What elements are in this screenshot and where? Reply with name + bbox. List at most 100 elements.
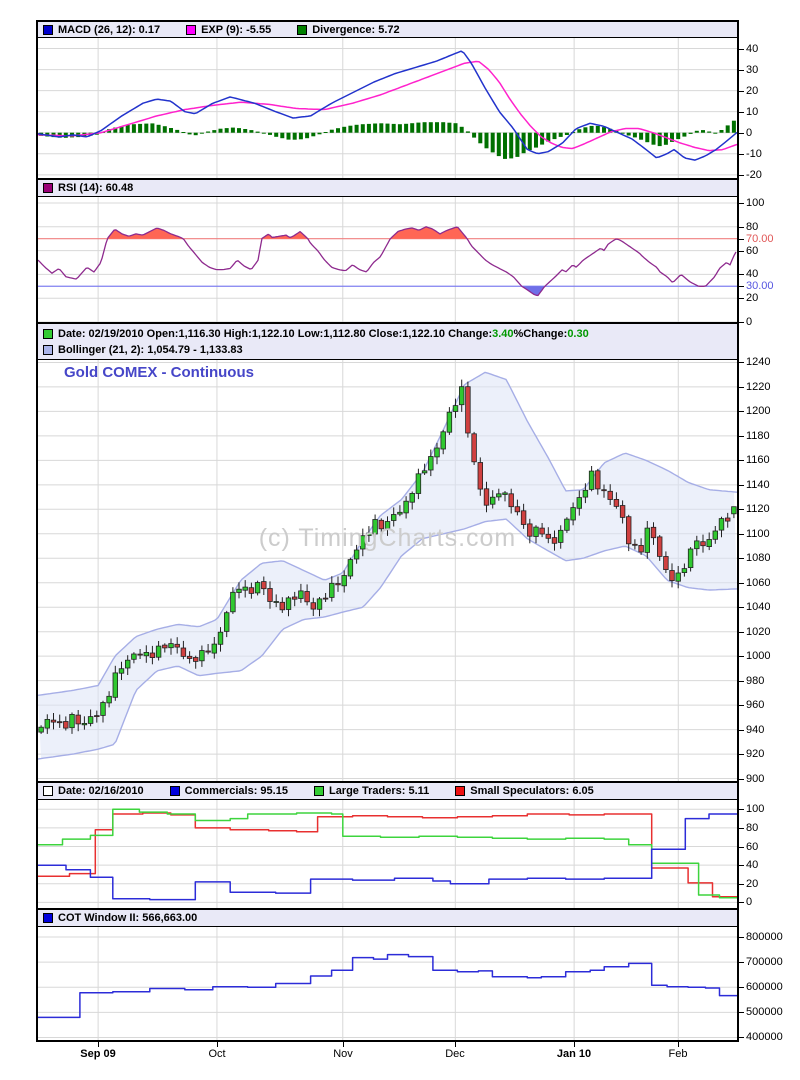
cot-window-legend: COT Window II: 566,663.00: [38, 908, 737, 927]
y-tick-label: 30.00: [746, 280, 774, 292]
legend-item: Bollinger (21, 2): 1,054.79 - 1,133.83: [43, 344, 243, 356]
y-tick-mark: [739, 49, 744, 50]
y-tick-label: 0: [746, 316, 753, 328]
y-tick-mark: [739, 828, 744, 829]
y-tick-mark: [739, 884, 744, 885]
y-tick-label: 70.00: [746, 233, 774, 245]
y-tick-label: 100: [746, 803, 765, 815]
x-axis-month-label: Dec: [445, 1048, 465, 1060]
x-axis-month-label: Sep 09: [80, 1048, 116, 1060]
y-tick-mark: [739, 987, 744, 988]
y-tick-mark: [739, 286, 744, 287]
y-tick-mark: [739, 436, 744, 437]
y-tick-label: -20: [746, 169, 762, 181]
legend-label: COT Window II: 566,663.00: [58, 912, 198, 924]
y-tick-label: 20: [746, 878, 759, 890]
y-tick-mark: [739, 1037, 744, 1038]
y-tick-mark: [739, 534, 744, 535]
legend-swatch-icon: [43, 913, 53, 923]
y-tick-label: 1100: [746, 528, 770, 540]
y-tick-mark: [739, 865, 744, 866]
y-tick-label: 1160: [746, 454, 770, 466]
y-tick-label: 40: [746, 43, 759, 55]
legend-swatch-icon: [43, 24, 53, 35]
y-tick-label: 500000: [746, 1006, 783, 1018]
watermark: (c) TimingCharts.com: [258, 524, 517, 552]
legend-row: Bollinger (21, 2): 1,054.79 - 1,133.83: [38, 342, 737, 358]
chart-border-right: [737, 20, 739, 1042]
legend-item: Small Speculators: 6.05: [455, 785, 594, 797]
legend-label: 0.30: [567, 327, 589, 340]
y-tick-mark: [739, 485, 744, 486]
y-tick-mark: [739, 70, 744, 71]
legend-row: MACD (26, 12): 0.17 EXP (9): -5.55 Diverge…: [38, 22, 737, 37]
x-tick-mark: [455, 1042, 456, 1047]
y-tick-label: 80: [746, 221, 759, 233]
y-tick-mark: [739, 779, 744, 780]
legend-swatch-icon: [169, 786, 180, 796]
y-tick-mark: [739, 632, 744, 633]
price-legend: Date: 02/19/2010 Open:1,116.30 High:1,12…: [38, 322, 737, 360]
y-tick-mark: [739, 962, 744, 963]
legend-label: Date: 02/16/2010: [58, 785, 144, 797]
legend-item: Commercials: 95.15: [169, 785, 288, 797]
legend-label: Bollinger (21, 2): 1,054.79 - 1,133.83: [58, 343, 243, 356]
legend-label: Commercials: 95.15: [184, 785, 288, 797]
y-tick-mark: [739, 902, 744, 903]
y-tick-label: 80: [746, 822, 759, 834]
y-tick-label: 1180: [746, 430, 770, 442]
legend-item: RSI (14): 60.48: [43, 182, 133, 194]
legend-label: Date: 02/19/2010 Open:1,116.30 High:1,12…: [58, 327, 493, 340]
y-tick-label: 1020: [746, 626, 771, 638]
x-tick-mark: [678, 1042, 679, 1047]
legend-label: Divergence: 5.72: [312, 23, 400, 36]
legend-swatch-icon: [43, 344, 53, 355]
y-tick-label: 800000: [746, 931, 783, 943]
y-tick-label: 900: [746, 773, 765, 785]
y-tick-mark: [739, 681, 744, 682]
x-tick-mark: [217, 1042, 218, 1047]
y-tick-mark: [739, 1012, 744, 1013]
y-tick-label: 1060: [746, 577, 771, 589]
x-axis-month-label: Oct: [208, 1048, 226, 1060]
y-tick-mark: [739, 91, 744, 92]
y-tick-label: 1140: [746, 479, 770, 491]
legend-item: Date: 02/16/2010: [43, 785, 144, 797]
y-tick-mark: [739, 509, 744, 510]
y-tick-label: 600000: [746, 981, 783, 993]
y-tick-label: 400000: [746, 1031, 783, 1043]
x-axis-month-label: Nov: [333, 1048, 353, 1060]
y-tick-mark: [739, 411, 744, 412]
legend-swatch-icon: [186, 24, 197, 35]
legend-item: EXP (9): -5.55: [186, 24, 271, 36]
legend-row: COT Window II: 566,663.00: [38, 910, 737, 926]
y-tick-label: 960: [746, 699, 765, 711]
legend-label: RSI (14): 60.48: [58, 182, 134, 194]
y-tick-mark: [739, 175, 744, 176]
legend-label: 3.40: [492, 327, 514, 340]
x-tick-mark: [98, 1042, 99, 1047]
y-tick-mark: [739, 809, 744, 810]
legend-swatch-icon: [43, 786, 53, 796]
y-tick-label: 1240: [746, 356, 771, 368]
y-tick-label: 0: [746, 896, 753, 908]
y-tick-mark: [739, 730, 744, 731]
y-tick-mark: [739, 937, 744, 938]
macd-legend: MACD (26, 12): 0.17 EXP (9): -5.55 Diverge…: [38, 20, 737, 38]
y-tick-mark: [739, 203, 744, 204]
y-tick-label: 940: [746, 724, 765, 736]
y-tick-mark: [739, 558, 744, 559]
y-tick-label: 30: [746, 64, 759, 76]
page-title: Gold COMEX - Continuous: [64, 364, 254, 381]
legend-swatch-icon: [43, 183, 53, 193]
chart-border-left: [36, 20, 38, 1042]
macd-plot: [38, 38, 737, 178]
y-tick-label: 1200: [746, 405, 771, 417]
cot-plot: [38, 800, 737, 908]
y-tick-label: 40: [746, 859, 759, 871]
y-tick-label: 20: [746, 85, 759, 97]
y-tick-mark: [739, 298, 744, 299]
x-axis-month-label: Feb: [668, 1048, 688, 1060]
legend-item: Divergence: 5.72: [297, 23, 400, 36]
